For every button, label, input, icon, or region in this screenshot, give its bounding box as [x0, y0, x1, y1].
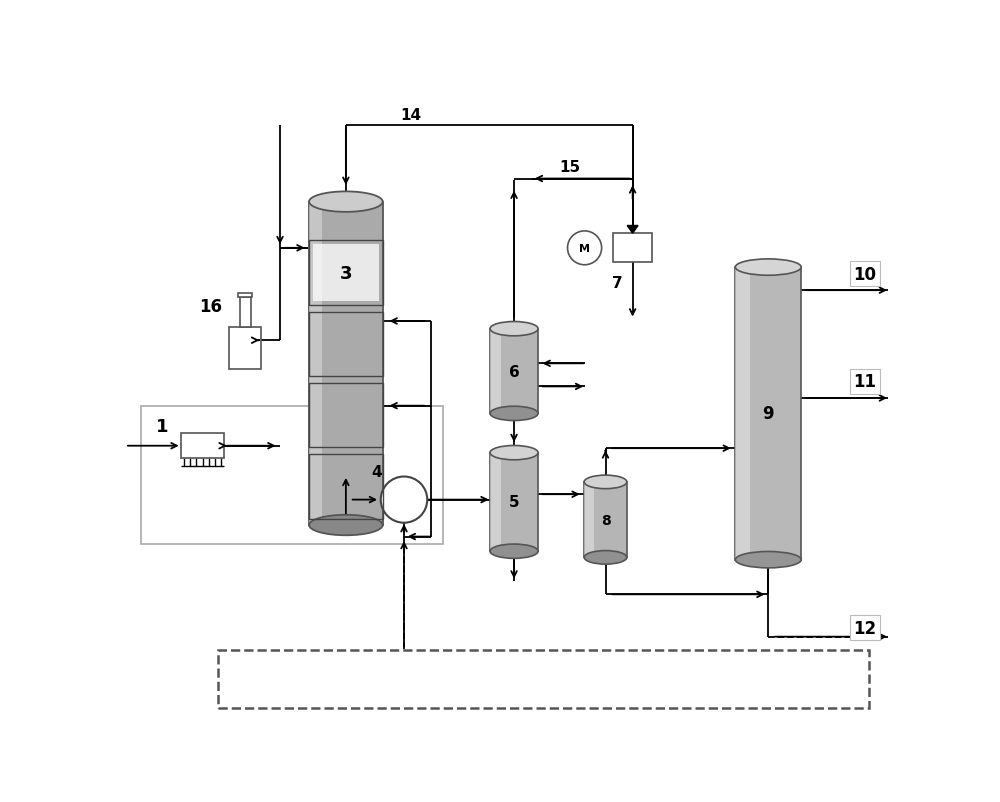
Bar	[309, 312, 383, 377]
Text: 7: 7	[612, 276, 622, 290]
Circle shape	[568, 232, 602, 265]
Bar	[490, 330, 538, 414]
Bar	[309, 454, 383, 519]
Bar	[584, 482, 627, 557]
Text: 14: 14	[400, 108, 421, 123]
Bar	[309, 383, 383, 448]
Ellipse shape	[490, 322, 538, 336]
Bar	[313, 245, 379, 302]
Ellipse shape	[490, 446, 538, 460]
Text: M: M	[579, 244, 590, 253]
Bar	[181, 434, 224, 459]
Bar	[490, 330, 501, 414]
Bar	[490, 453, 538, 552]
Text: 10: 10	[854, 265, 876, 283]
Bar	[613, 234, 652, 263]
Text: 15: 15	[559, 160, 580, 175]
Bar	[309, 202, 383, 525]
Circle shape	[381, 477, 427, 523]
Text: 3: 3	[340, 265, 352, 282]
Text: 9: 9	[762, 405, 774, 423]
Text: 4: 4	[372, 464, 382, 479]
Ellipse shape	[735, 260, 801, 276]
Text: 16: 16	[199, 298, 222, 315]
Bar	[140, 406, 443, 545]
Ellipse shape	[584, 551, 627, 565]
Ellipse shape	[584, 476, 627, 489]
Text: 1: 1	[156, 418, 168, 435]
Bar	[735, 268, 801, 560]
Bar	[309, 202, 322, 525]
Bar	[240, 298, 251, 327]
Bar	[490, 453, 501, 552]
Bar	[309, 241, 383, 306]
Polygon shape	[627, 226, 638, 234]
Text: 5: 5	[509, 495, 519, 510]
Text: 11: 11	[854, 373, 876, 391]
Ellipse shape	[490, 407, 538, 421]
Bar	[735, 268, 750, 560]
Text: 12: 12	[854, 619, 877, 637]
Ellipse shape	[490, 545, 538, 559]
Bar	[218, 650, 869, 707]
Bar	[238, 294, 252, 298]
Bar	[584, 482, 594, 557]
Text: 8: 8	[601, 513, 610, 527]
Ellipse shape	[735, 552, 801, 568]
Text: 6: 6	[509, 364, 519, 379]
Ellipse shape	[309, 192, 383, 213]
Bar	[229, 327, 261, 370]
Ellipse shape	[309, 515, 383, 536]
